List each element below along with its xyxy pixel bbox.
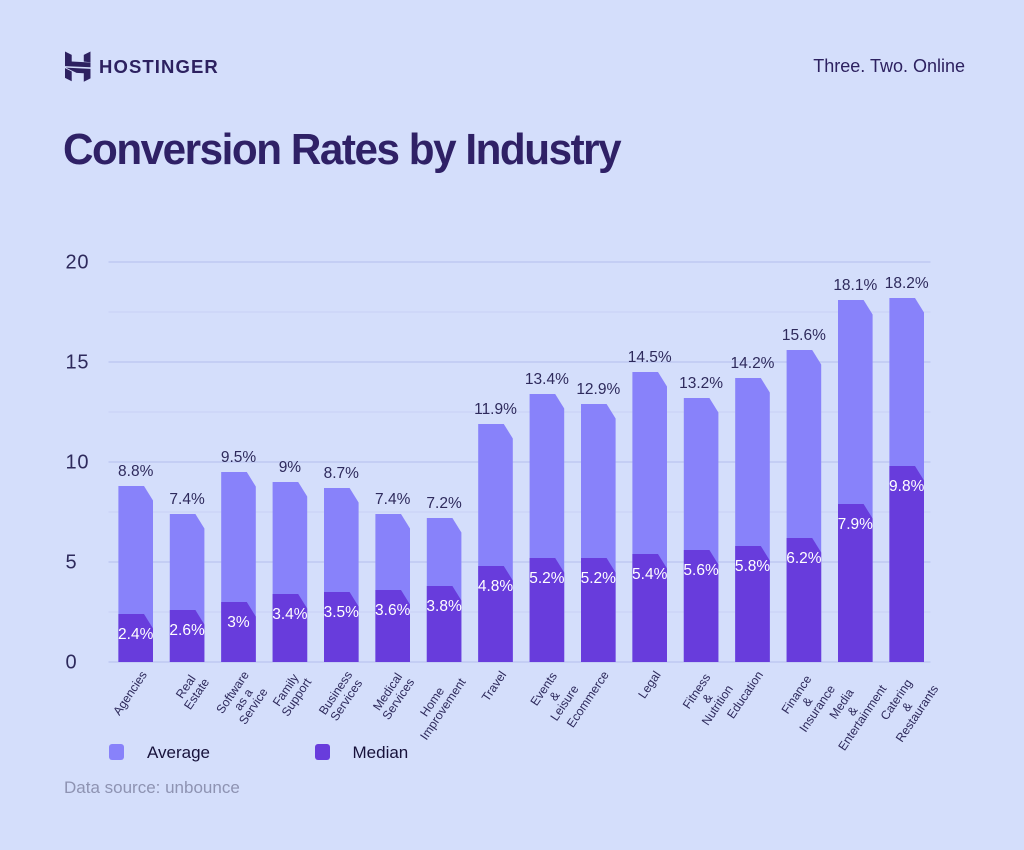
svg-text:3.6%: 3.6%: [375, 602, 411, 619]
svg-text:8.7%: 8.7%: [324, 465, 360, 482]
svg-text:5.8%: 5.8%: [735, 558, 771, 575]
svg-text:9%: 9%: [279, 459, 302, 476]
svg-text:15: 15: [66, 352, 90, 374]
svg-text:2.4%: 2.4%: [118, 626, 154, 643]
svg-text:5.6%: 5.6%: [683, 562, 719, 579]
svg-text:13.4%: 13.4%: [525, 371, 569, 388]
svg-text:3.8%: 3.8%: [426, 598, 462, 615]
svg-text:15.6%: 15.6%: [782, 327, 826, 344]
svg-text:13.2%: 13.2%: [679, 375, 723, 392]
svg-text:7.9%: 7.9%: [838, 516, 874, 533]
svg-text:4.8%: 4.8%: [478, 578, 514, 595]
svg-text:5.4%: 5.4%: [632, 566, 668, 583]
svg-text:12.9%: 12.9%: [576, 381, 620, 398]
svg-text:14.2%: 14.2%: [731, 355, 775, 372]
svg-text:20: 20: [66, 252, 90, 274]
svg-text:18.2%: 18.2%: [885, 275, 929, 292]
svg-text:7.4%: 7.4%: [169, 491, 205, 508]
svg-text:5.2%: 5.2%: [581, 570, 617, 587]
svg-text:6.2%: 6.2%: [786, 550, 822, 567]
svg-text:3%: 3%: [227, 614, 250, 631]
svg-text:14.5%: 14.5%: [628, 349, 672, 366]
svg-text:7.4%: 7.4%: [375, 491, 411, 508]
svg-text:8.8%: 8.8%: [118, 463, 154, 480]
svg-text:10: 10: [66, 452, 90, 474]
svg-text:3.4%: 3.4%: [272, 606, 308, 623]
svg-text:7.2%: 7.2%: [426, 495, 462, 512]
svg-text:5: 5: [66, 552, 78, 574]
svg-text:3.5%: 3.5%: [324, 604, 360, 621]
svg-text:0: 0: [66, 652, 78, 674]
svg-text:5.2%: 5.2%: [529, 570, 565, 587]
svg-text:18.1%: 18.1%: [833, 277, 877, 294]
svg-text:11.9%: 11.9%: [474, 401, 517, 418]
svg-text:2.6%: 2.6%: [169, 622, 205, 639]
svg-text:9.8%: 9.8%: [889, 478, 925, 495]
svg-text:9.5%: 9.5%: [221, 449, 257, 466]
